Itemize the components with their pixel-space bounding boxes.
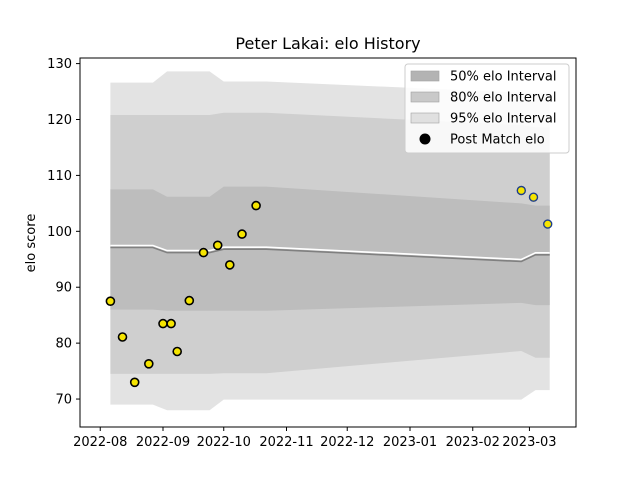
post-match-elo-point — [198, 247, 209, 258]
y-tick-label: 100 — [47, 225, 72, 240]
legend-swatch — [410, 112, 440, 124]
post-match-elo-point — [516, 185, 526, 196]
mean-elo-line — [110, 246, 550, 263]
post-match-elo-point — [117, 332, 128, 342]
legend-label: Post Match elo — [450, 133, 545, 148]
post-match-elo-point — [105, 296, 116, 307]
y-tick-label: 130 — [47, 57, 72, 72]
chart-title: Peter Lakai: elo History — [235, 34, 420, 53]
x-tick-label: 2022-09 — [136, 435, 190, 450]
legend-box — [404, 63, 570, 154]
post-match-elo-point — [225, 260, 235, 270]
post-match-elo-point — [237, 229, 247, 239]
plot-area: 70 80 90 100 110 120 130 2022-08 2022-09 2022-10 2… — [47, 57, 577, 450]
post-match-elo-point — [184, 295, 195, 306]
legend-label: 95% elo Interval — [450, 112, 557, 127]
post-match-elo-point — [212, 240, 223, 251]
band-50-interval — [110, 186, 550, 311]
x-tick-label: 2023-03 — [502, 435, 556, 450]
y-tick-label: 90 — [55, 281, 72, 296]
mean-highlight-line — [110, 244, 550, 261]
legend-swatch — [410, 70, 440, 82]
post-match-elo-point — [144, 358, 154, 369]
post-match-elo-point — [172, 346, 182, 357]
y-tick-label: 110 — [47, 169, 72, 184]
plot-frame — [79, 57, 577, 428]
legend: 50% elo Interval 80% elo Interval 95% elo … — [404, 63, 570, 154]
x-tick-label: 2022-12 — [320, 435, 374, 450]
y-tick-label: 120 — [47, 113, 72, 128]
post-match-elo-point — [528, 192, 539, 202]
y-tick-label: 80 — [55, 337, 72, 352]
x-tick-label: 2022-11 — [259, 435, 313, 450]
post-match-elo-point — [166, 318, 176, 329]
x-tick-label: 2022-10 — [197, 435, 251, 450]
y-tick-label: 70 — [55, 393, 72, 408]
x-tick-label: 2023-01 — [383, 435, 437, 450]
x-tick-label: 2023-02 — [446, 435, 500, 450]
post-match-elo-point — [158, 318, 168, 329]
post-match-elo-point — [129, 377, 140, 388]
y-axis-title: elo score — [24, 214, 39, 273]
legend-swatch — [410, 91, 440, 103]
legend-label: 50% elo Interval — [450, 70, 557, 85]
post-match-elo-point — [543, 219, 553, 229]
post-match-elo-point — [251, 200, 261, 211]
x-tick-label: 2022-08 — [73, 435, 127, 450]
legend-label: 80% elo Interval — [450, 91, 557, 106]
legend-marker — [419, 133, 431, 145]
